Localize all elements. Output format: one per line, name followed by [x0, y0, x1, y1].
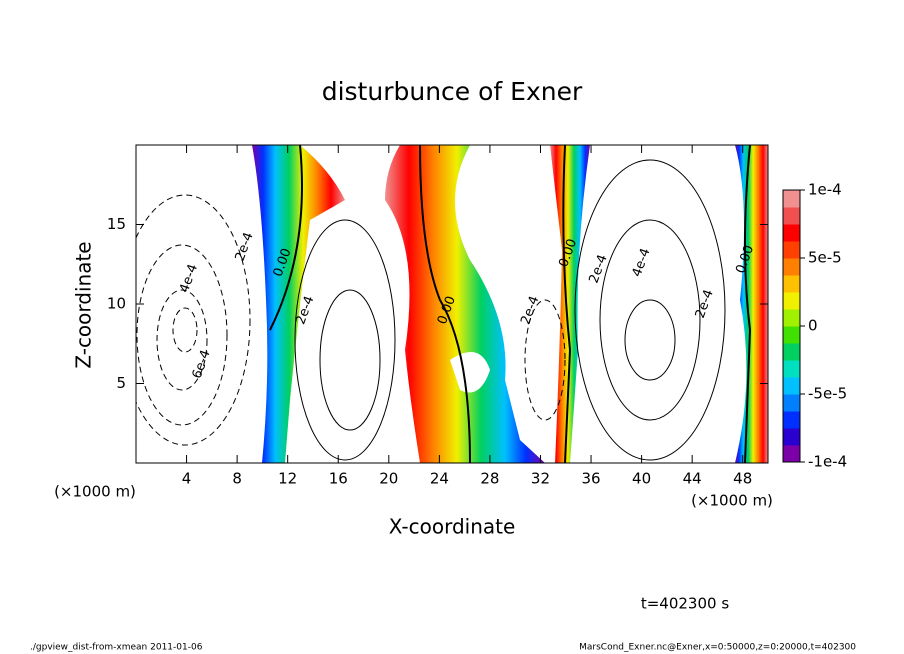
x-tick-label: 44: [683, 470, 702, 488]
x-tick-label: 12: [278, 470, 297, 488]
colorbar-tick-label: -1e-4: [808, 453, 847, 471]
x-tick-label: 28: [480, 470, 499, 488]
colorbar-segment: [783, 190, 800, 208]
y-axis-label: Z-coordinate: [72, 241, 96, 368]
colorbar-segment: [783, 377, 800, 395]
colorbar-segment: [783, 394, 800, 412]
footer-left: ./gpview_dist-from-xmean 2011-01-06: [30, 643, 203, 653]
x-unit: (×1000 m): [54, 483, 136, 501]
y-tick-label: 5: [116, 374, 126, 392]
x-tick-label: 4: [182, 470, 192, 488]
colorbar-tick-label: 5e-5: [808, 249, 842, 267]
colorbar-segment: [783, 309, 800, 327]
colorbar-segment: [783, 241, 800, 259]
y-tick-label: 10: [107, 295, 126, 313]
colorbar-segment: [783, 411, 800, 429]
chart-title: disturbunce of Exner: [322, 77, 583, 106]
colorbar-segment: [783, 292, 800, 310]
colorbar-segment: [783, 428, 800, 446]
colorbar-segment: [783, 360, 800, 378]
colorbar-segment: [783, 258, 800, 276]
colorbar-segment: [783, 224, 800, 242]
colorbar-tick-label: 0: [808, 317, 818, 335]
x-tick-label: 20: [379, 470, 398, 488]
x-tick-label: 48: [733, 470, 752, 488]
colorbar-segment: [783, 326, 800, 344]
x-axis-label: X-coordinate: [389, 515, 516, 539]
contour-label: 6e-4: [190, 348, 214, 381]
y-tick-label: 15: [107, 215, 126, 233]
colorbar-tick-label: 1e-4: [808, 181, 842, 199]
colorbar-segment: [783, 207, 800, 225]
footer-right: MarsCond_Exner.nc@Exner,x=0:50000,z=0:20…: [579, 643, 856, 653]
colorbar-segment: [783, 343, 800, 361]
filled-contours: [136, 145, 768, 463]
x-unit: (×1000 m): [691, 492, 773, 510]
x-tick-label: 32: [531, 470, 550, 488]
contour-label: 2e-4: [233, 230, 257, 263]
x-tick-label: 16: [329, 470, 348, 488]
colorbar-segment: [783, 445, 800, 463]
contour-label: 4e-4: [630, 246, 654, 279]
x-tick-label: 24: [430, 470, 449, 488]
x-tick-label: 8: [232, 470, 242, 488]
time-label: t=402300 s: [641, 595, 729, 613]
x-tick-label: 36: [581, 470, 600, 488]
colorbar-segment: [783, 275, 800, 293]
colorbar-tick-label: -5e-5: [808, 385, 847, 403]
contour-label: 4e-4: [177, 262, 201, 295]
contour-label: 2e-4: [518, 294, 542, 327]
x-tick-label: 40: [632, 470, 651, 488]
contour-label: 2e-4: [693, 288, 717, 321]
